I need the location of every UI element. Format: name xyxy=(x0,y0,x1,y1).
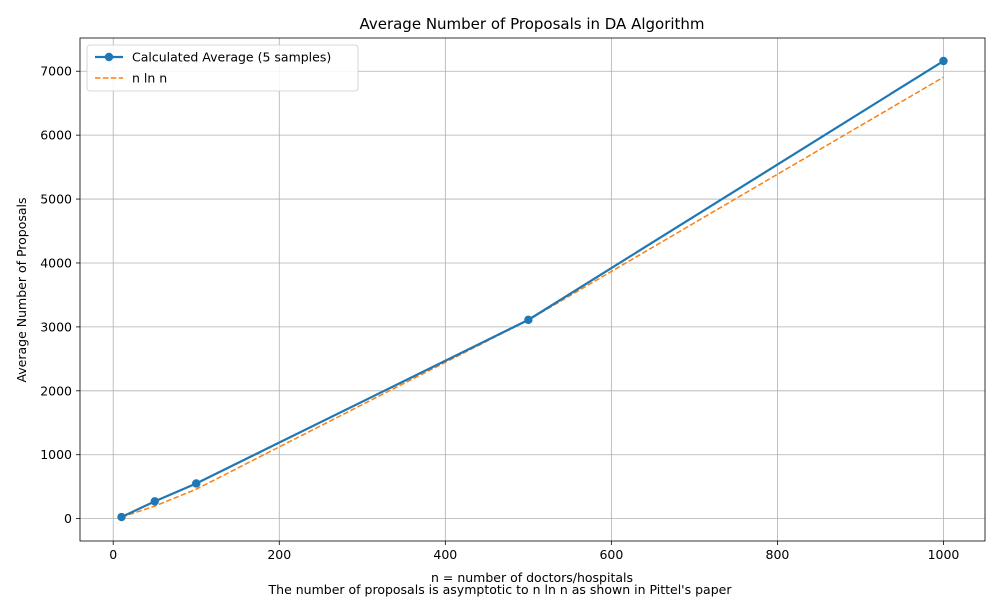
grid-lines xyxy=(80,38,985,541)
data-point xyxy=(939,56,948,66)
legend-marker xyxy=(104,52,114,62)
x-tick-label: 0 xyxy=(109,547,117,562)
series-line-0 xyxy=(121,60,945,519)
plot-frame xyxy=(79,37,986,542)
y-tick-label: 4000 xyxy=(40,255,72,270)
x-axis-label: n = number of doctors/hospitals xyxy=(431,570,633,585)
y-axis-label: Average Number of Proposals xyxy=(14,197,29,382)
data-point xyxy=(524,315,533,325)
chart-caption: The number of proposals is asymptotic to… xyxy=(268,582,733,597)
x-tick-label: 1000 xyxy=(928,547,960,562)
data-point xyxy=(192,479,201,488)
y-tick-label: 5000 xyxy=(40,192,72,207)
y-tick-label: 0 xyxy=(64,511,72,526)
legend: Calculated Average (5 samples) n ln n xyxy=(86,44,359,92)
y-tick-label: 2000 xyxy=(40,383,72,398)
y-tick-label: 7000 xyxy=(40,64,72,79)
data-point xyxy=(150,497,159,506)
y-tick-label: 6000 xyxy=(40,128,72,143)
y-tick-label: 1000 xyxy=(40,447,72,462)
axis-ticks: 0 200 400 600 800 1000 0 1000 2000 3000 4000 5000 60… xyxy=(40,64,959,562)
series-line-1 xyxy=(121,76,944,518)
legend-label-0: Calculated Average (5 samples) xyxy=(132,50,331,65)
chart-title: Average Number of Proposals in DA Algori… xyxy=(359,15,704,33)
series-layer xyxy=(117,56,948,522)
data-point xyxy=(117,512,126,522)
y-tick-label: 3000 xyxy=(40,319,72,334)
x-tick-label: 800 xyxy=(766,547,790,562)
legend-box xyxy=(86,44,359,92)
x-tick-label: 400 xyxy=(433,547,457,562)
legend-label-1: n ln n xyxy=(132,71,167,86)
x-tick-label: 600 xyxy=(599,547,623,562)
x-tick-label: 200 xyxy=(267,547,291,562)
